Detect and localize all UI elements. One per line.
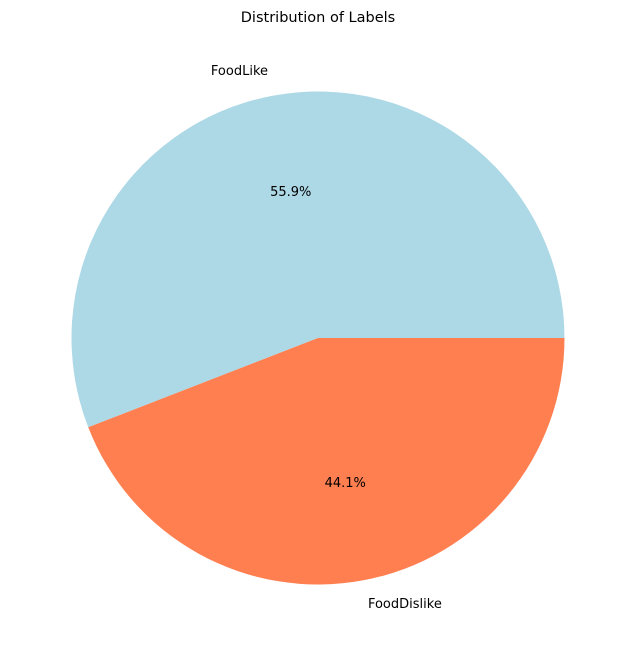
pie-slice-foodlike: [71, 91, 565, 428]
pie-slice-fooddislike: [88, 338, 565, 585]
pie-slices: [71, 91, 565, 585]
slice-percent-foodlike: 55.9%: [270, 185, 311, 200]
slice-label-foodlike: FoodLike: [211, 64, 268, 79]
slice-label-fooddislike: FoodDislike: [368, 597, 442, 612]
pie-labels: FoodLike 55.9% FoodDislike 44.1%: [211, 64, 442, 612]
chart-title: Distribution of Labels: [241, 10, 395, 26]
slice-percent-fooddislike: 44.1%: [325, 476, 366, 491]
